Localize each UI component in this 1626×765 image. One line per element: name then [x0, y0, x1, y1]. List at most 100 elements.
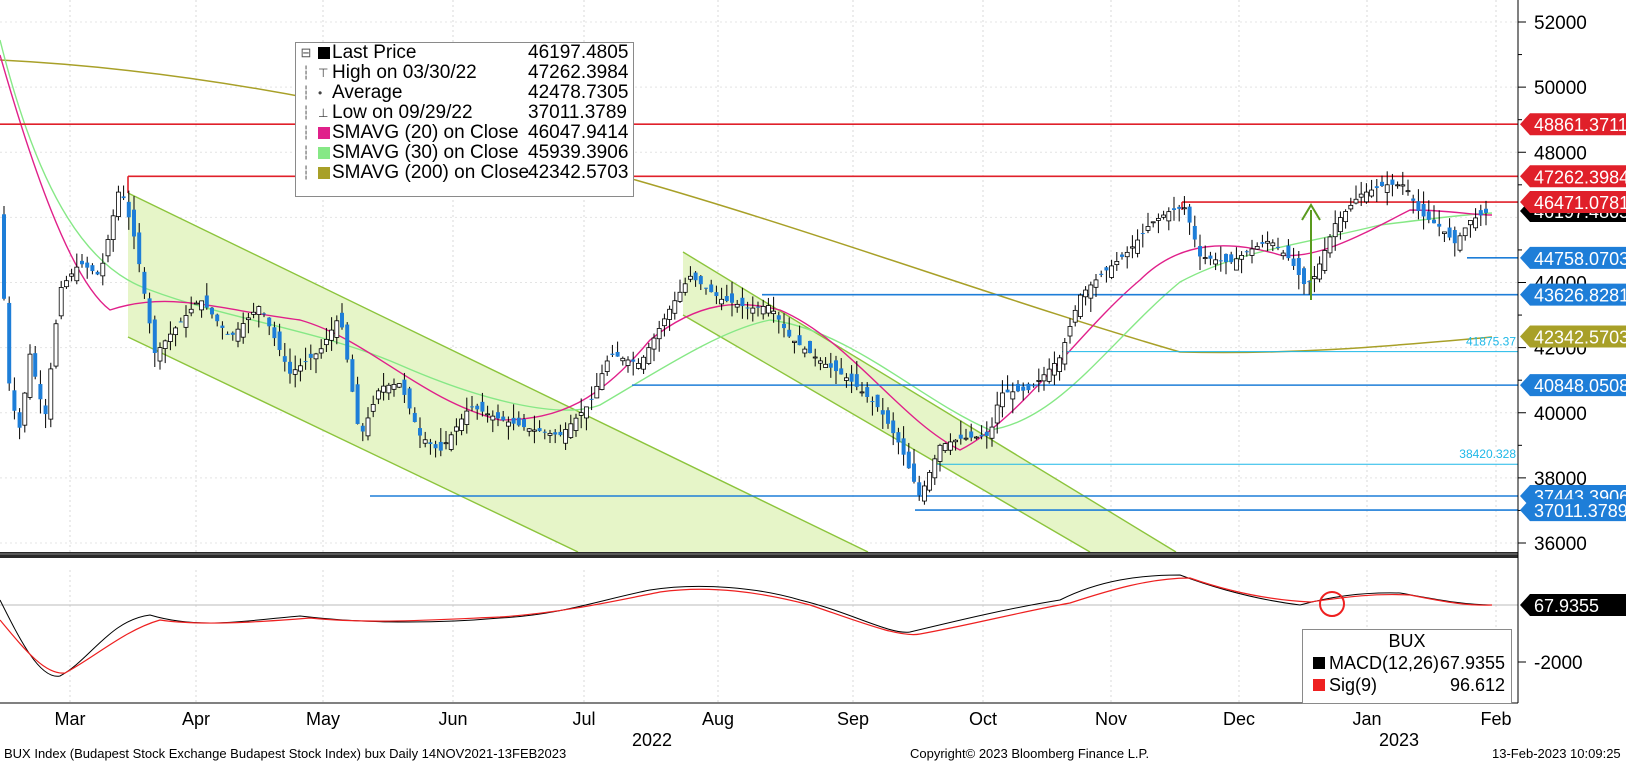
candle-body [256, 306, 262, 315]
candle-body [1302, 268, 1306, 285]
candle-body [1364, 191, 1369, 203]
month-label: Dec [1223, 709, 1255, 729]
candle-body [183, 315, 189, 328]
candle-body [1010, 391, 1016, 400]
candle-body [1327, 236, 1333, 254]
candle-body [979, 434, 984, 437]
candle-body [839, 368, 844, 375]
candle-body [1234, 258, 1239, 271]
legend-swatch [318, 167, 330, 179]
candle-body [340, 312, 344, 328]
candle-body [448, 434, 454, 450]
candle-body [74, 266, 80, 282]
legend-marker-icon: ┆ [302, 165, 310, 180]
level-tag [1520, 246, 1626, 269]
level-tag-label: 42342.5703 [1534, 327, 1626, 347]
candle-body [704, 287, 708, 289]
candle-body [147, 298, 152, 324]
candle-body [370, 404, 376, 412]
candle-body [126, 201, 131, 218]
candle-body [1296, 258, 1301, 275]
legend-name: High on 03/30/22 [332, 62, 477, 83]
candle-body [1421, 203, 1426, 217]
level-tag [1520, 374, 1626, 397]
candle-body [350, 359, 355, 392]
candle-body [58, 287, 64, 317]
candle-body [235, 328, 241, 342]
channel-2-lower [682, 314, 1091, 553]
candle-body [162, 340, 168, 349]
candle-body [682, 283, 688, 293]
candle-body [901, 438, 906, 455]
month-label: Nov [1095, 709, 1127, 729]
candle-body [989, 426, 995, 439]
legend-row: ┆ • Average 42478.7305 [296, 83, 633, 103]
candle-body [1109, 265, 1114, 278]
legend-row: ⊟ Last Price 46197.4805 [296, 43, 633, 63]
candle-body [438, 441, 443, 451]
candle-body [1468, 220, 1473, 226]
level-tag [1520, 325, 1626, 348]
candle-body [1000, 392, 1005, 408]
candle-body [418, 428, 422, 436]
candle-body [132, 209, 136, 237]
candle-body [505, 421, 511, 427]
macd-legend-title: BUX [1388, 631, 1426, 651]
candle-body [958, 434, 963, 439]
year-label: 2022 [632, 730, 672, 750]
y-tick-label: 36000 [1534, 534, 1587, 555]
signal-name: Sig(9) [1329, 675, 1378, 695]
candle-body [157, 347, 163, 362]
candle-body [912, 463, 916, 482]
candle-body [501, 416, 506, 421]
year-label: 2023 [1379, 730, 1419, 750]
candle-body [1411, 198, 1416, 201]
signal-swatch [1313, 679, 1325, 691]
candle-body [1057, 357, 1062, 372]
candle-body [1322, 250, 1328, 271]
candle-body [620, 357, 626, 362]
macd-value: 67.9355 [1439, 653, 1505, 673]
level-tag-label: 43626.8281 [1534, 286, 1626, 306]
month-label: Feb [1480, 709, 1511, 729]
y-tick-label: 40000 [1534, 404, 1587, 425]
candle-body [313, 353, 319, 360]
candle-body [1484, 208, 1488, 213]
candle-body [865, 387, 870, 397]
candle-body [1374, 186, 1379, 189]
candle-body [1270, 242, 1276, 247]
candle-body [1307, 281, 1312, 283]
candle-body [1312, 276, 1317, 280]
level-lines: 41875.37 38420.328 [0, 123, 1518, 511]
candle-body [1332, 223, 1338, 238]
candle-body [677, 291, 683, 302]
level-tag [1520, 191, 1626, 214]
candle-body [808, 340, 812, 354]
candle-body [480, 401, 485, 412]
candle-body [69, 273, 74, 277]
candle-body [1150, 221, 1156, 224]
footer-copyright: Copyright© 2023 Bloomberg Finance L.P. [910, 746, 1150, 761]
panel-divider [0, 552, 1518, 558]
legend-value: 42478.7305 [528, 82, 629, 103]
candle-body [1286, 245, 1291, 259]
legend-swatch [318, 147, 330, 159]
candle-body [1078, 294, 1083, 317]
candle-body [17, 412, 22, 428]
candle-body [537, 428, 542, 432]
candle-body [22, 392, 28, 426]
candle-body [1457, 235, 1463, 251]
candle-body [470, 406, 474, 408]
candle-body [1198, 246, 1202, 257]
macd-panel [0, 552, 1626, 677]
candle-body [859, 391, 865, 394]
candle-body [760, 306, 766, 315]
candle-body [1031, 385, 1036, 387]
candle-body [974, 436, 979, 439]
candle-body [766, 305, 771, 314]
level-tag-label: 48861.3711 [1534, 115, 1626, 135]
candle-body [542, 431, 547, 433]
candle-body [355, 384, 360, 424]
legend-name: SMAVG (200) on Close [332, 162, 530, 183]
candle-body [1114, 260, 1120, 266]
